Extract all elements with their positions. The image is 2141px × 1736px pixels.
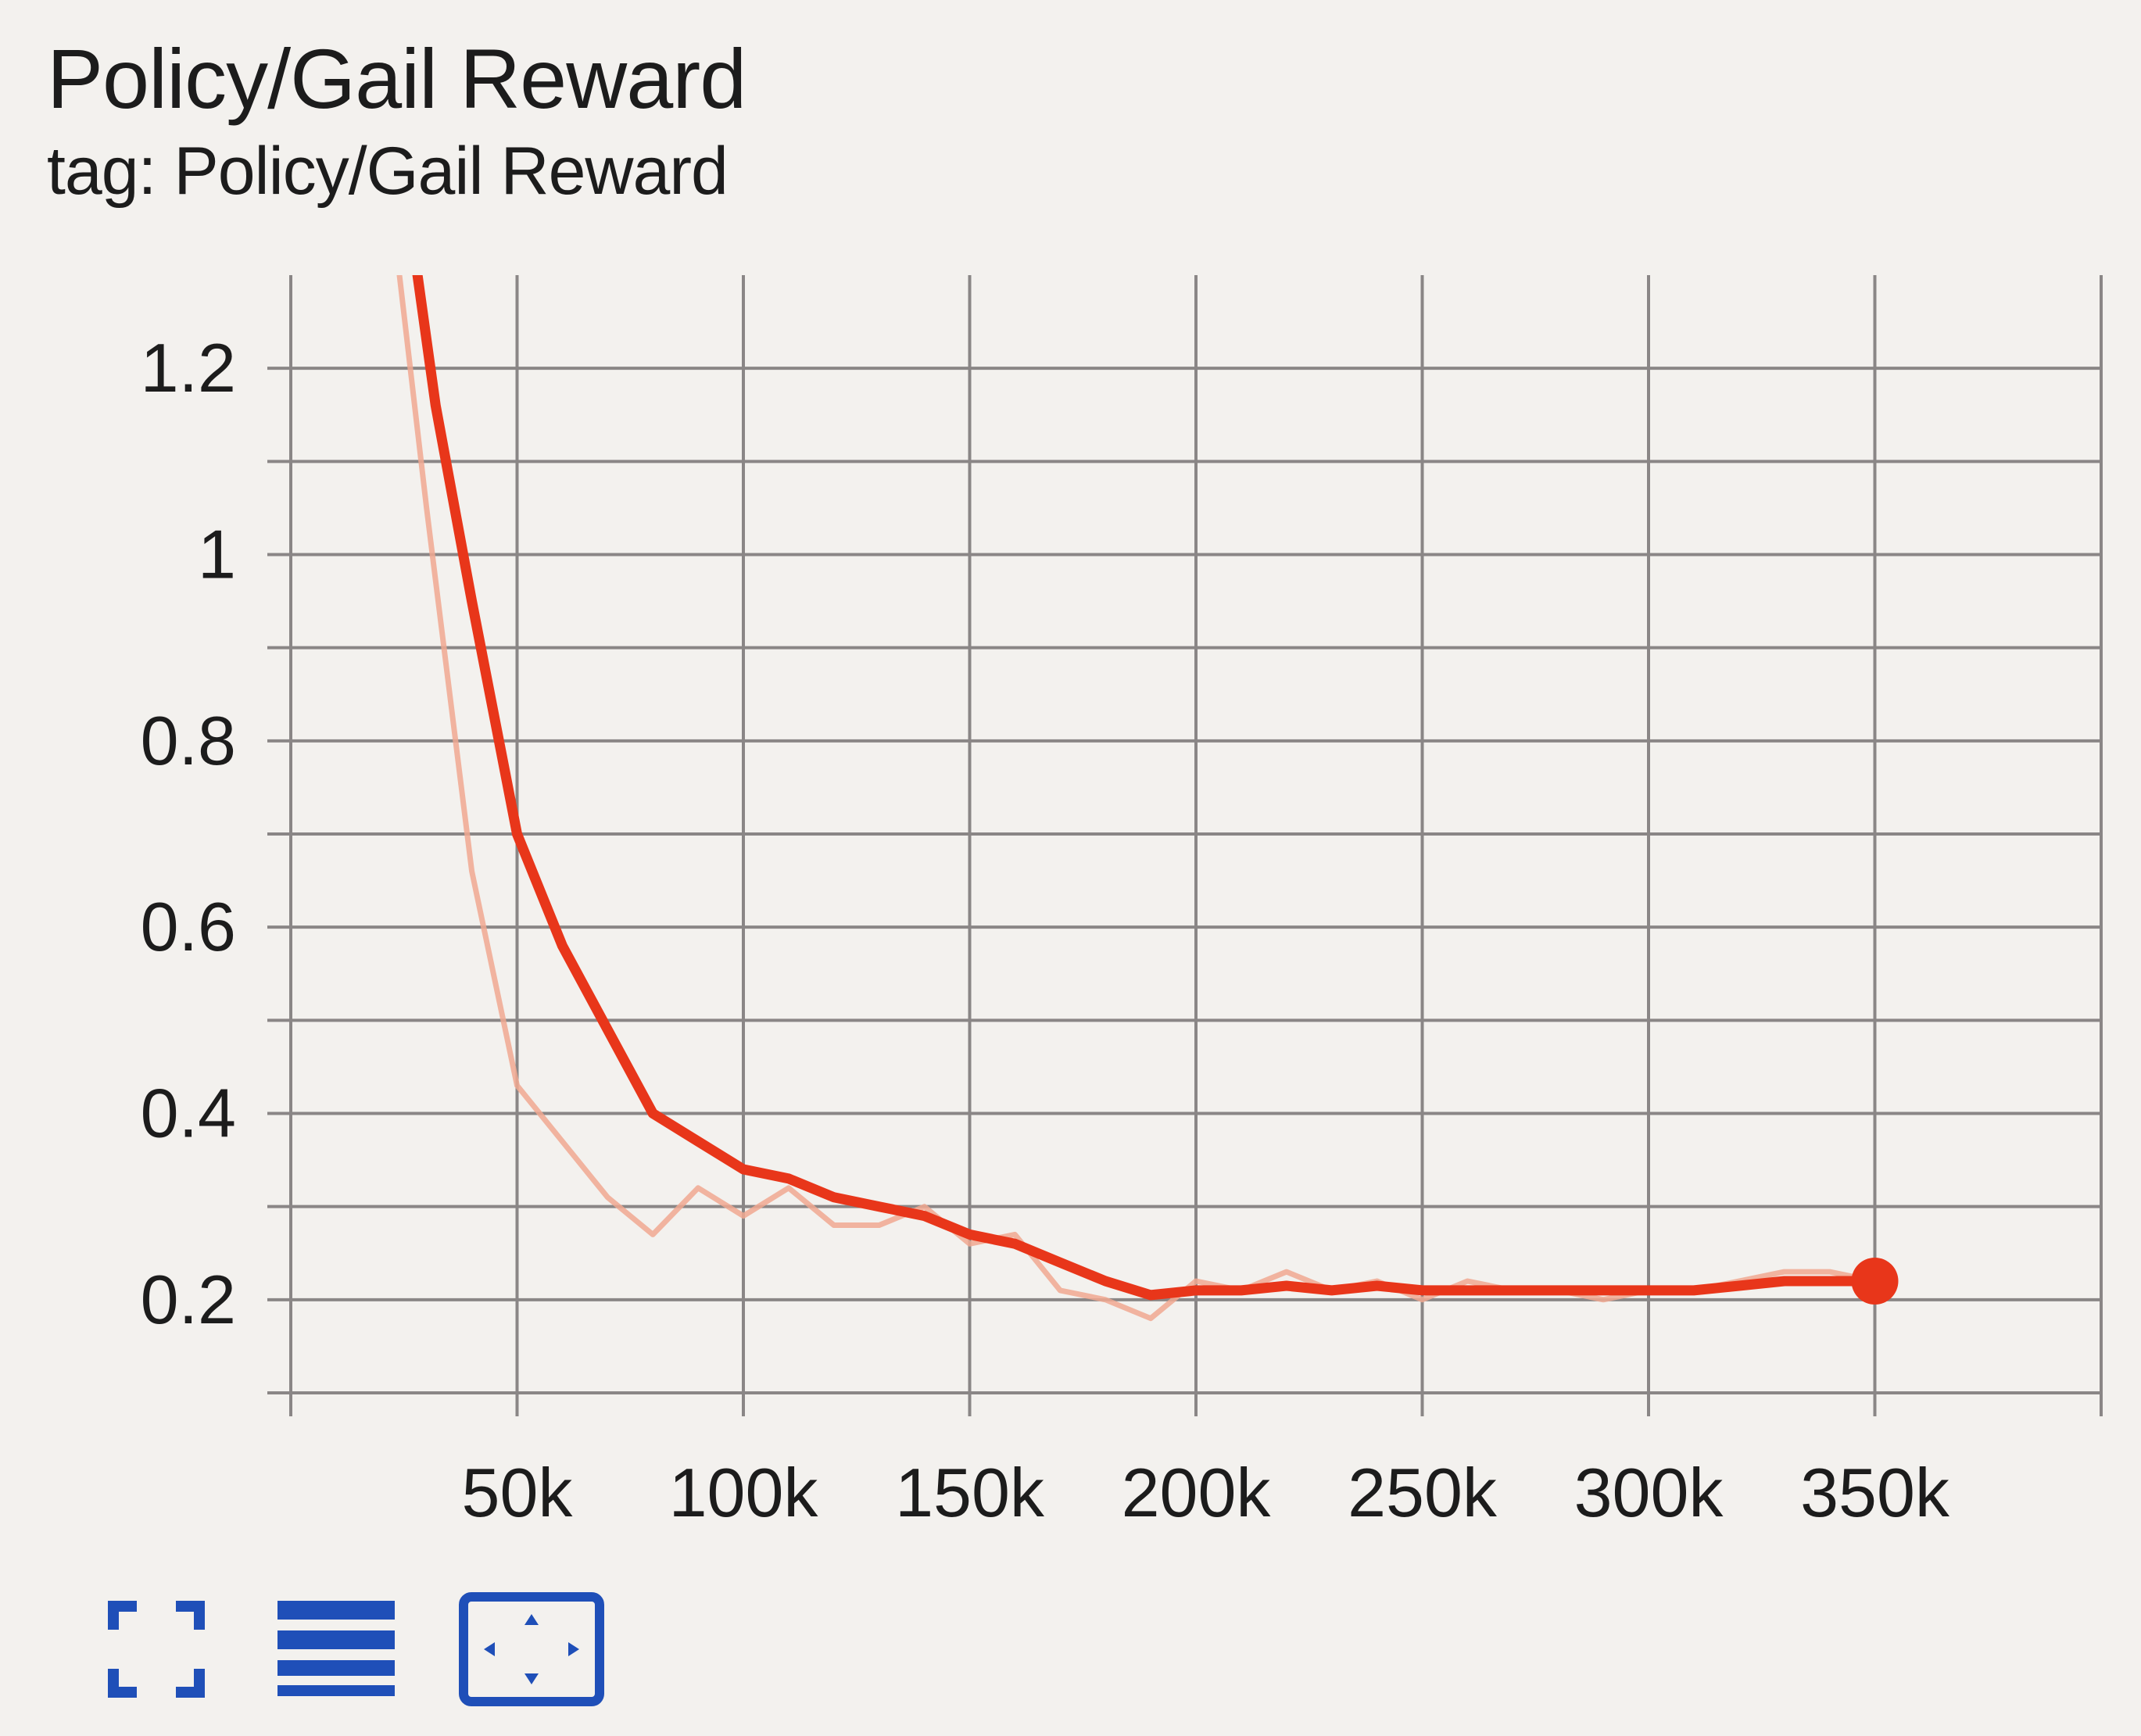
x-tick-label: 250k xyxy=(1348,1454,1498,1531)
y-tick-label: 1.2 xyxy=(141,329,236,406)
y-axis: 0.2 0.4 0.6 0.8 1 1.2 xyxy=(141,329,236,1338)
x-axis: 50k 100k 150k 200k 250k 300k 350k xyxy=(462,1454,1950,1531)
highlight-point-marker xyxy=(1851,1258,1899,1305)
fit-domain-button[interactable] xyxy=(453,1579,610,1720)
smoothed-series-line xyxy=(412,275,1880,1301)
chart-title: Policy/Gail Reward xyxy=(47,31,746,126)
series xyxy=(396,275,1880,1322)
fullscreen-button[interactable] xyxy=(78,1579,235,1720)
fit-domain-icon xyxy=(459,1592,604,1706)
y-tick-label: 0.4 xyxy=(141,1075,236,1152)
x-tick-label: 150k xyxy=(895,1454,1045,1531)
x-tick-label: 350k xyxy=(1800,1454,1950,1531)
y-tick-label: 0.8 xyxy=(141,702,236,779)
x-tick-label: 200k xyxy=(1122,1454,1272,1531)
x-tick-label: 100k xyxy=(669,1454,819,1531)
raw-series-line xyxy=(396,275,1878,1322)
fullscreen-icon xyxy=(108,1601,205,1698)
line-chart: 0.2 0.4 0.6 0.8 1 1.2 50k 100k 150k 200k 250k 300k… xyxy=(141,275,2103,1531)
y-tick-label: 1 xyxy=(198,516,236,593)
grid xyxy=(267,275,2103,1416)
x-tick-label: 300k xyxy=(1574,1454,1724,1531)
toggle-y-log-button[interactable] xyxy=(258,1579,414,1720)
y-tick-label: 0.6 xyxy=(141,888,236,965)
y-tick-label: 0.2 xyxy=(141,1261,236,1338)
chart-subtitle: tag: Policy/Gail Reward xyxy=(47,134,729,209)
x-tick-label: 50k xyxy=(462,1454,574,1531)
menu-lines-icon xyxy=(277,1601,395,1696)
